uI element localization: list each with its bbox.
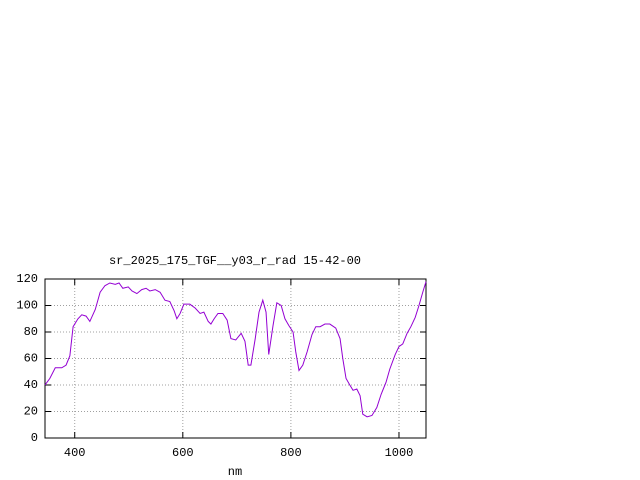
y-tick-label: 60 — [24, 352, 38, 366]
y-tick-label: 100 — [16, 299, 38, 313]
data-line — [44, 281, 427, 418]
x-axis-label: nm — [228, 465, 242, 479]
y-tick-label: 40 — [24, 378, 38, 392]
x-tick-label: 400 — [64, 446, 86, 460]
x-tick-label: 600 — [172, 446, 194, 460]
chart-title: sr_2025_175_TGF__y03_r_rad 15-42-00 — [109, 254, 361, 268]
x-tick-label: 1000 — [385, 446, 414, 460]
y-tick-label: 0 — [31, 431, 38, 445]
plot-frame — [44, 278, 427, 439]
x-tick-label: 800 — [280, 446, 302, 460]
y-tick-label: 20 — [24, 405, 38, 419]
y-tick-label: 80 — [24, 325, 38, 339]
y-tick-label: 120 — [16, 272, 38, 286]
